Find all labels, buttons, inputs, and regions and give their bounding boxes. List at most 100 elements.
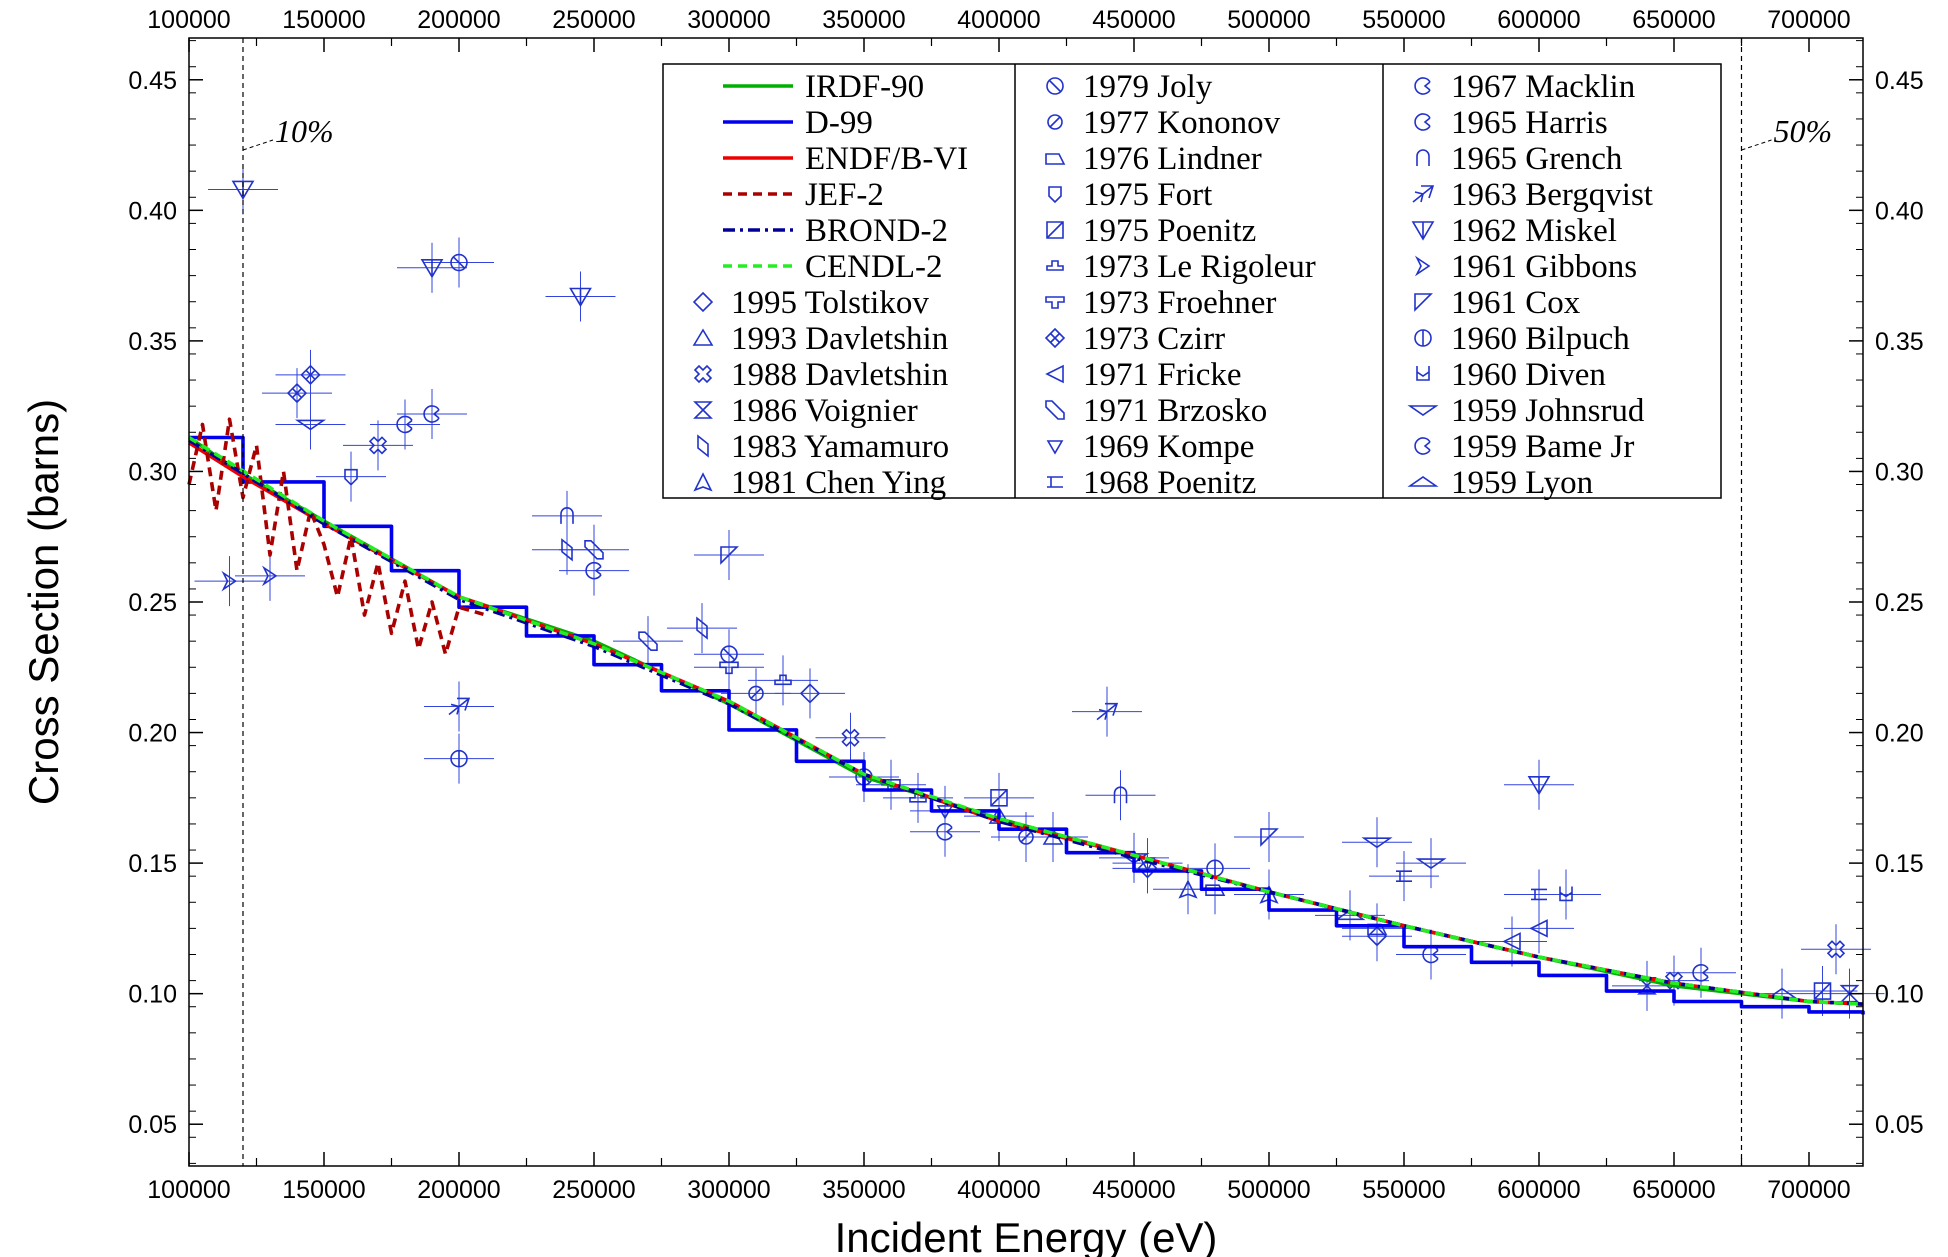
legend-label: 1963 Bergqvist: [1451, 177, 1653, 213]
x-tick-label-top: 550000: [1362, 6, 1445, 34]
data-point-marker: [1046, 260, 1064, 271]
data-point-marker: [1531, 888, 1547, 901]
data-point: [1416, 366, 1430, 381]
x-tick-label-bottom: 400000: [957, 1176, 1040, 1204]
data-point-marker: [1049, 116, 1061, 128]
data-point-marker: [420, 258, 444, 279]
legend-label: 1959 Johnsrud: [1451, 393, 1645, 429]
reference-annotation: 10%: [275, 113, 334, 149]
x-tick-label-top: 100000: [147, 6, 230, 34]
data-point: [1045, 400, 1065, 420]
legend-box: [662, 63, 1722, 499]
x-tick-label-top: 350000: [822, 6, 905, 34]
data-point: [1047, 114, 1063, 130]
data-point: [1415, 858, 1447, 870]
x-tick-label-top: 600000: [1497, 6, 1580, 34]
data-point-marker: [344, 468, 358, 486]
x-tick-label-bottom: 100000: [147, 1176, 230, 1204]
legend-label: 1961 Gibbons: [1451, 249, 1637, 285]
data-point: [1502, 932, 1521, 951]
y-tick-label-left: 0.20: [128, 720, 177, 748]
data-point: [1046, 440, 1064, 455]
data-point: [692, 328, 714, 346]
data-point-marker: [450, 253, 468, 272]
x-tick-label-bottom: 300000: [687, 1176, 770, 1204]
experimental-points: [221, 180, 1860, 1003]
data-point-marker: [1411, 221, 1435, 241]
data-point-marker: [722, 647, 736, 661]
x-tick-label-bottom: 700000: [1767, 1176, 1850, 1204]
legend-label: 1973 Froehner: [1083, 285, 1276, 321]
data-point: [368, 436, 388, 455]
data-point: [1529, 919, 1548, 938]
data-point-marker: [750, 687, 762, 699]
data-point: [1260, 828, 1279, 847]
data-point: [1045, 296, 1065, 309]
data-point-marker: [1502, 932, 1521, 951]
data-point: [936, 823, 953, 841]
series-line: [187, 417, 487, 657]
data-point: [1048, 186, 1062, 204]
x-tick-label-bottom: 500000: [1227, 1176, 1310, 1204]
data-point-marker: [1046, 440, 1064, 455]
legend-label: ENDF/B-VI: [805, 141, 968, 177]
data-point-marker: [221, 570, 237, 592]
legend-label: 1993 Davletshin: [731, 321, 948, 357]
series-line: [189, 435, 1865, 1015]
data-point: [1407, 405, 1439, 416]
data-point: [396, 415, 413, 434]
data-point-marker: [300, 364, 321, 385]
data-point: [1046, 221, 1064, 239]
x-tick-label-top: 700000: [1767, 6, 1850, 34]
data-point: [450, 749, 468, 768]
data-point-marker: [294, 419, 327, 431]
y-tick-label-right: 0.45: [1875, 67, 1924, 95]
data-point: [1113, 786, 1128, 804]
legend-label: D-99: [805, 105, 873, 141]
x-tick-label-top: 400000: [957, 6, 1040, 34]
legend-label: 1960 Diven: [1451, 357, 1606, 393]
data-point-marker: [1559, 886, 1573, 902]
data-point: [697, 434, 709, 458]
data-point: [1813, 982, 1832, 1000]
x-tick-label-bottom: 600000: [1497, 1176, 1580, 1204]
data-point: [720, 546, 739, 565]
data-point-marker: [396, 415, 413, 434]
legend-label: 1995 Tolstikov: [731, 285, 929, 321]
axis-ticks: 100000 100000 150000 150000 200000 200000 2500…: [128, 6, 1923, 1204]
data-point: [1559, 886, 1573, 902]
data-point: [1096, 702, 1119, 721]
legend-label: 1977 Kononov: [1083, 105, 1281, 141]
data-point-marker: [1529, 919, 1548, 938]
data-point-marker: [1047, 114, 1063, 130]
data-point: [344, 468, 358, 486]
data-point-marker: [693, 472, 713, 492]
y-tick-label-right: 0.25: [1875, 589, 1924, 617]
data-point-marker: [692, 328, 714, 346]
data-point-marker: [1048, 79, 1062, 93]
data-point-marker: [1020, 831, 1032, 843]
data-point-marker: [584, 539, 604, 560]
data-point-marker: [1046, 77, 1064, 95]
data-point: [1361, 837, 1393, 849]
data-point-marker: [585, 561, 602, 580]
data-point: [1044, 327, 1066, 349]
data-point-marker: [452, 255, 466, 270]
legend-label: 1965 Grench: [1451, 141, 1623, 177]
data-point-marker: [1361, 837, 1393, 849]
data-point-marker: [799, 683, 821, 704]
legend-label: 1973 Le Rigoleur: [1083, 249, 1316, 285]
data-point-marker: [448, 697, 471, 716]
data-point: [294, 419, 327, 431]
data-point: [1692, 964, 1709, 982]
x-tick-label-bottom: 450000: [1092, 1176, 1175, 1204]
data-point: [1366, 926, 1388, 947]
data-point-marker: [1414, 113, 1431, 131]
x-tick-label-bottom: 350000: [822, 1176, 905, 1204]
legend: IRDF-90D-99ENDF/B-VIJEF-2BROND-2CENDL-21…: [662, 63, 1722, 501]
data-point: [1414, 113, 1431, 131]
data-point: [569, 287, 592, 308]
data-point: [584, 539, 604, 560]
x-tick-label-bottom: 150000: [282, 1176, 365, 1204]
y-tick-label-right: 0.15: [1875, 850, 1924, 878]
